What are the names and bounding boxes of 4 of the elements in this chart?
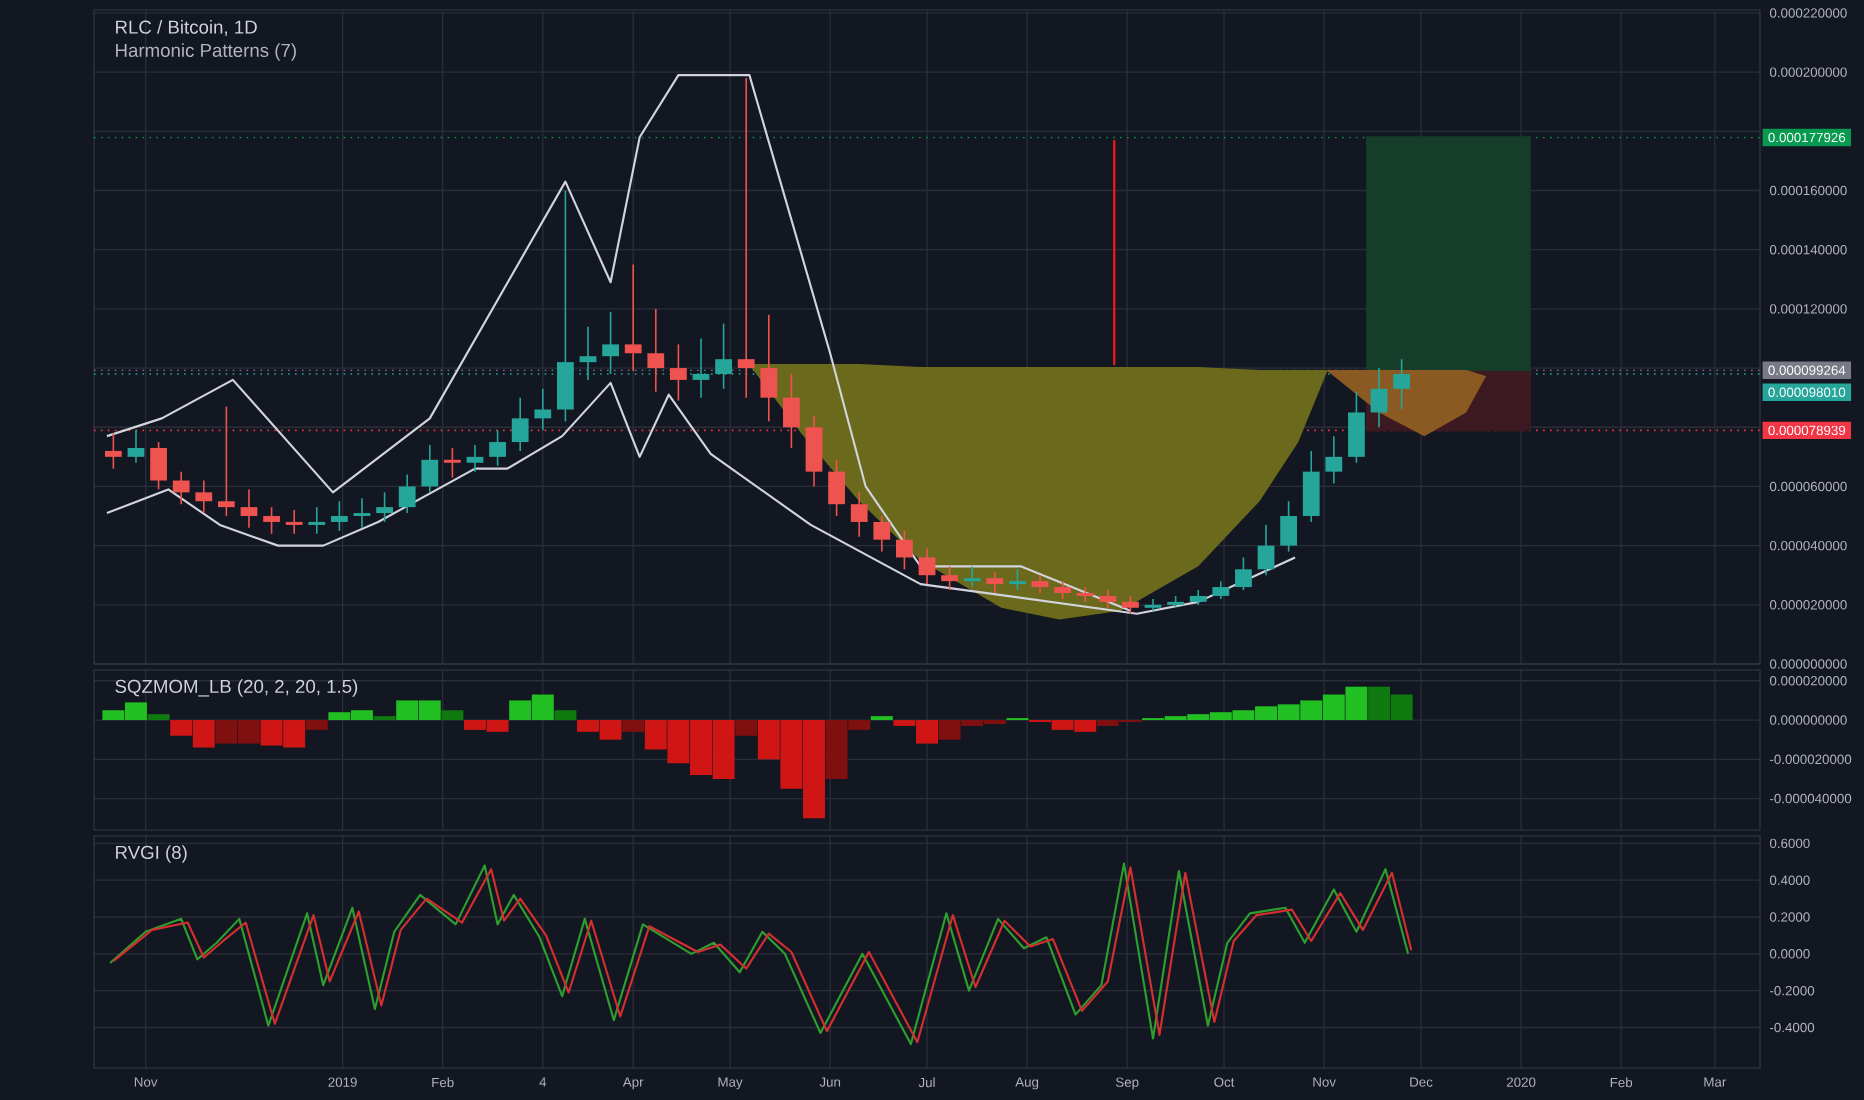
chart-title: RLC / Bitcoin, 1D bbox=[116, 20, 257, 36]
chart-title: SQZMOM_LB (20, 2, 20, 1.5) bbox=[115, 679, 358, 697]
chart-title: RVGI (8) bbox=[116, 845, 187, 863]
text: Harmonic Patterns (7) bbox=[116, 43, 296, 61]
